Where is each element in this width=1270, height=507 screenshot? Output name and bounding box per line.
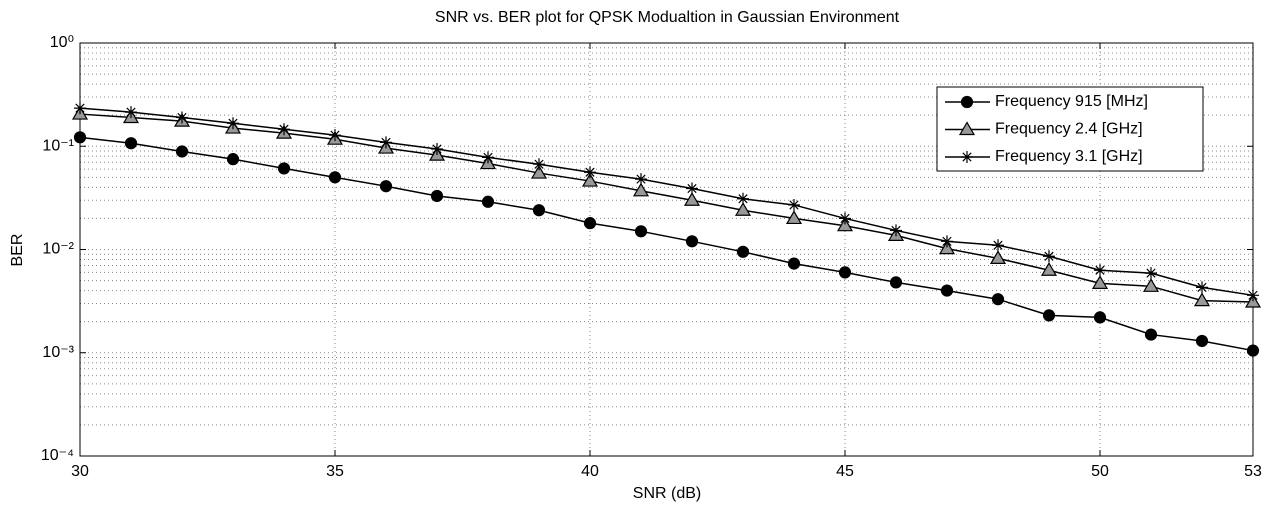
y-tick-label: 10⁻² xyxy=(42,241,74,258)
marker xyxy=(989,250,1007,264)
marker xyxy=(958,121,976,136)
x-tick-label: 35 xyxy=(326,463,344,480)
marker xyxy=(175,145,189,158)
marker xyxy=(1195,334,1209,348)
marker xyxy=(889,276,903,289)
y-tick-label: 10⁻¹ xyxy=(42,137,74,154)
marker xyxy=(940,284,954,297)
marker xyxy=(481,195,495,208)
marker xyxy=(737,192,749,205)
marker xyxy=(683,192,701,206)
marker xyxy=(125,106,137,119)
marker xyxy=(991,293,1005,306)
marker xyxy=(787,257,801,270)
series-line xyxy=(79,113,1254,303)
marker xyxy=(1042,309,1056,322)
marker xyxy=(277,162,291,175)
legend-label: Frequency 915 [MHz] xyxy=(995,93,1148,110)
marker xyxy=(788,198,800,211)
y-axis-label: BER xyxy=(9,234,26,267)
marker xyxy=(938,240,956,255)
marker xyxy=(992,239,1004,252)
x-axis-label: SNR (dB) xyxy=(633,485,701,502)
marker xyxy=(836,217,854,232)
marker xyxy=(328,171,342,184)
chart-title: SNR vs. BER plot for QPSK Modualtion in … xyxy=(435,9,900,26)
x-tick-label: 40 xyxy=(581,463,599,480)
marker xyxy=(685,235,699,248)
x-tick-label: 30 xyxy=(71,463,89,480)
marker xyxy=(1093,311,1107,324)
marker xyxy=(941,235,953,248)
marker xyxy=(176,111,188,124)
marker xyxy=(1040,262,1058,276)
marker xyxy=(1193,292,1211,307)
marker xyxy=(686,182,698,195)
x-tick-label: 45 xyxy=(836,463,854,480)
marker xyxy=(530,164,548,179)
marker xyxy=(890,224,902,237)
marker xyxy=(430,189,444,203)
series-line xyxy=(79,107,1254,297)
marker xyxy=(1144,328,1158,341)
marker xyxy=(960,95,974,109)
marker xyxy=(124,137,138,150)
marker xyxy=(584,166,596,179)
marker xyxy=(635,173,647,186)
marker xyxy=(278,123,290,136)
marker xyxy=(226,153,240,166)
marker xyxy=(632,182,650,197)
marker xyxy=(961,151,973,163)
marker xyxy=(74,102,86,115)
marker xyxy=(1196,281,1208,294)
plot-frame xyxy=(79,42,1254,457)
marker xyxy=(1043,250,1055,263)
marker xyxy=(734,202,752,216)
x-tick-label: 53 xyxy=(1244,463,1262,480)
marker xyxy=(329,129,341,142)
marker xyxy=(1094,264,1106,277)
marker xyxy=(73,131,87,144)
marker xyxy=(380,136,392,149)
marker xyxy=(482,151,494,164)
marker xyxy=(1145,267,1157,280)
marker xyxy=(736,245,750,258)
marker xyxy=(581,172,599,187)
marker xyxy=(838,266,852,279)
y-tick-label: 10⁻³ xyxy=(42,344,74,361)
y-tick-label: 10⁻⁴ xyxy=(41,447,74,464)
marker xyxy=(431,143,443,156)
y-tick-label: 10⁰ xyxy=(50,34,74,51)
marker xyxy=(533,158,545,171)
marker xyxy=(1142,278,1160,292)
marker xyxy=(1247,289,1259,302)
legend-label: Frequency 2.4 [GHz] xyxy=(995,121,1143,138)
marker xyxy=(583,217,597,230)
marker xyxy=(1246,344,1260,357)
legend-label: Frequency 3.1 [GHz] xyxy=(995,148,1143,165)
marker xyxy=(532,204,546,217)
x-tick-label: 50 xyxy=(1091,463,1109,480)
marker xyxy=(634,225,648,238)
marker xyxy=(379,180,393,193)
marker xyxy=(1091,275,1109,289)
marker xyxy=(785,210,803,225)
marker xyxy=(839,212,851,225)
marker xyxy=(227,117,239,130)
series-line xyxy=(79,136,1254,352)
